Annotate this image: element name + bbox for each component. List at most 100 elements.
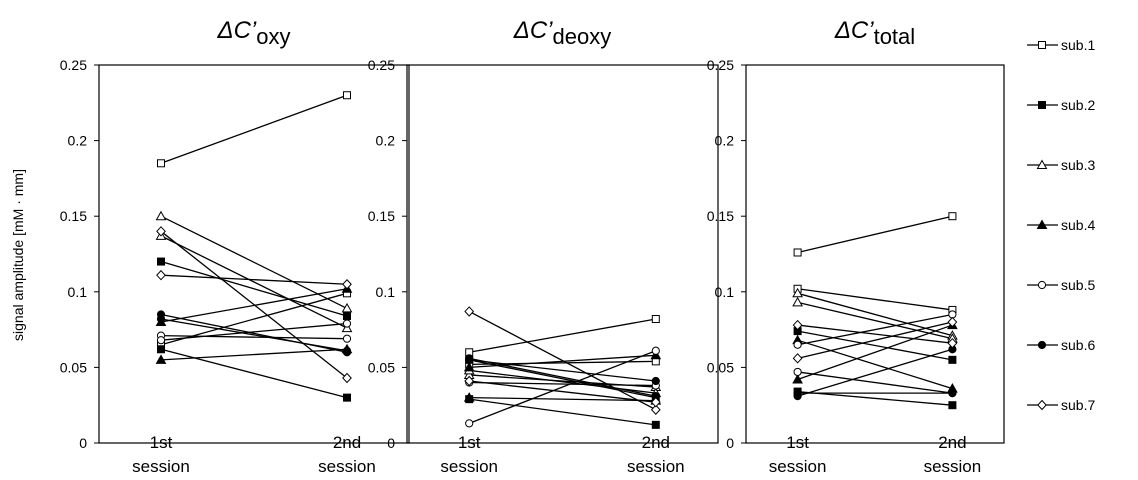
series-line-sub.5 — [797, 371, 953, 394]
series-line-sub.6 — [469, 359, 656, 382]
data-point-sub.1 — [651, 315, 660, 324]
panel-title-subscript: oxy — [256, 24, 290, 49]
y-tick-label: 0.2 — [376, 133, 396, 149]
x-tick-label: 2nd session — [318, 433, 376, 476]
data-point-sub.7 — [650, 404, 661, 415]
series-line-sub.1 — [797, 215, 953, 254]
data-point-sub.1 — [793, 248, 802, 257]
series-line-sub.6 — [160, 318, 348, 352]
panel-title-main: ΔC’ — [834, 17, 874, 44]
series-line-sub.4 — [797, 339, 953, 390]
panel-title-subscript: total — [874, 24, 916, 49]
plot-frame — [406, 64, 719, 444]
data-point-sub.5 — [651, 346, 660, 355]
panel-title: ΔC’total — [834, 17, 915, 49]
data-point-sub.2 — [343, 311, 351, 320]
y-tick-label: 0.15 — [60, 208, 87, 224]
series-line-sub.5 — [468, 350, 657, 424]
data-point-sub.7 — [947, 337, 958, 349]
y-tick-label: 0 — [726, 435, 734, 451]
y-axis-label: signal amplitude [mM · mm] — [10, 169, 26, 341]
data-point-sub.3 — [155, 210, 167, 221]
data-point-sub.5 — [156, 336, 166, 345]
panel-title-subscript: deoxy — [553, 24, 612, 49]
x-tick-label-line2: session — [769, 457, 827, 476]
legend-marker — [1038, 101, 1046, 109]
series-line-sub.2 — [469, 398, 656, 426]
series-line-sub.3 — [797, 301, 953, 340]
legend-label: sub.4 — [1061, 217, 1095, 233]
series-line-sub.2 — [797, 330, 953, 361]
data-point-sub.6 — [156, 314, 166, 324]
data-point-sub.2 — [343, 393, 351, 402]
y-tick-label: 0.05 — [368, 359, 395, 375]
legend-marker — [1036, 219, 1048, 229]
x-tick-label-line2: session — [627, 457, 685, 476]
legend-label: sub.1 — [1061, 37, 1095, 53]
data-point-sub.7 — [947, 316, 958, 328]
data-point-sub.6 — [948, 389, 957, 398]
series-line-sub.3 — [160, 215, 348, 310]
data-point-sub.1 — [343, 91, 351, 100]
series-line-sub.1 — [160, 94, 348, 164]
data-point-sub.7 — [792, 319, 803, 331]
legend-marker — [1037, 340, 1047, 350]
y-tick-label: 0 — [387, 435, 395, 451]
series-line-sub.6 — [797, 348, 953, 397]
y-tick-label: 0.15 — [368, 208, 395, 224]
series-line-sub.2 — [160, 260, 348, 317]
y-tick-label: 0.1 — [715, 284, 735, 300]
legend-marker — [1037, 280, 1047, 290]
legend-item-sub.4: sub.4 — [1027, 217, 1095, 233]
legend-label: sub.2 — [1061, 97, 1095, 113]
data-point-sub.4 — [463, 392, 475, 402]
series-line-sub.7 — [160, 274, 348, 285]
data-point-sub.1 — [157, 159, 165, 168]
x-tick-label-line2: session — [318, 457, 376, 476]
legend-item-sub.6: sub.6 — [1027, 337, 1095, 353]
x-tick-label-line1: 1st — [458, 433, 481, 452]
x-tick-label-line1: 2nd — [333, 433, 361, 452]
series-line-sub.5 — [160, 334, 348, 340]
x-tick-label-line1: 2nd — [938, 433, 966, 452]
data-point-sub.2 — [948, 355, 957, 364]
legend-item-sub.5: sub.5 — [1027, 277, 1095, 293]
legend-item-sub.7: sub.7 — [1027, 397, 1095, 413]
data-point-sub.3 — [792, 296, 803, 307]
series-line-sub.2 — [160, 348, 348, 399]
x-tick-label: 2nd session — [627, 433, 685, 476]
y-tick-label: 0.1 — [376, 284, 396, 300]
plot-frame — [98, 64, 410, 444]
series-line-sub.1 — [797, 288, 953, 311]
series-line-sub.5 — [797, 313, 953, 346]
series-line-sub.3 — [160, 235, 348, 329]
y-tick-label: 0.2 — [68, 133, 88, 149]
data-point-sub.7 — [342, 279, 352, 290]
series-line-sub.2 — [797, 390, 953, 406]
x-tick-label: 1st session — [132, 433, 190, 476]
series-line-sub.7 — [160, 230, 348, 379]
legend-item-sub.2: sub.2 — [1027, 97, 1095, 113]
series-line-sub.4 — [797, 324, 953, 381]
data-point-sub.7 — [342, 372, 352, 384]
y-tick-label: 0.25 — [60, 57, 87, 73]
panel-oxy: ΔC’oxy 0 0.05 0.1 0.15 0.2 0.25 1st session 2nd se… — [60, 17, 410, 476]
legend-marker — [1036, 159, 1048, 169]
series-line-sub.4 — [469, 354, 656, 369]
y-tick-label: 0.05 — [707, 359, 734, 375]
legend-label: sub.6 — [1061, 337, 1095, 353]
legend-label: sub.7 — [1061, 397, 1095, 413]
data-point-sub.7 — [650, 396, 661, 408]
data-point-sub.4 — [792, 373, 803, 384]
panel-title-main: ΔC’ — [216, 17, 256, 44]
legend-label: sub.3 — [1061, 157, 1095, 173]
data-point-sub.2 — [948, 401, 957, 410]
data-point-sub.5 — [465, 419, 474, 428]
data-point-sub.1 — [948, 212, 957, 221]
data-point-sub.7 — [156, 226, 166, 237]
series-line-sub.4 — [160, 348, 348, 361]
